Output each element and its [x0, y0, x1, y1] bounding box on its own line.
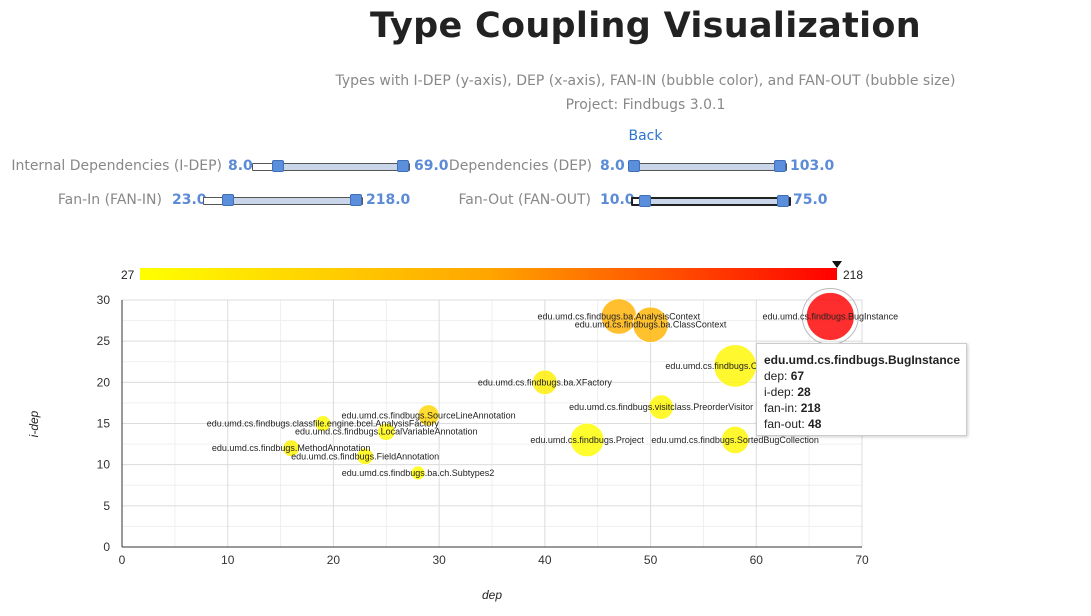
- bubble[interactable]: [648, 394, 674, 420]
- bubble-label: edu.umd.cs.findbugs.classfile.engine.bce…: [207, 419, 440, 429]
- x-tick-label: 10: [221, 553, 235, 567]
- dep-max-value: 103.0: [790, 158, 835, 174]
- tooltip-key: fan-out:: [764, 417, 805, 431]
- fanin-min-handle[interactable]: [221, 194, 234, 206]
- tooltip-row-fanin: fan-in: 218: [764, 400, 966, 416]
- tooltip-row-fanout: fan-out: 48: [764, 416, 966, 432]
- tooltip-value: 218: [800, 401, 821, 415]
- y-tick-label: 5: [103, 499, 110, 513]
- x-tick-label: 20: [327, 553, 341, 567]
- bubble-tooltip: edu.umd.cs.findbugs.BugInstance dep: 67 …: [756, 343, 967, 436]
- idep-min-handle[interactable]: [272, 160, 285, 172]
- x-tick-label: 30: [432, 553, 446, 567]
- tooltip-row-idep: i-dep: 28: [764, 384, 966, 400]
- page-subtitle: Types with I-DEP (y-axis), DEP (x-axis),…: [335, 73, 956, 89]
- color-scale-min-label: 27: [121, 268, 135, 282]
- fanin-max-handle[interactable]: [350, 194, 362, 206]
- x-tick-label: 40: [538, 553, 552, 567]
- bubble-label: edu.umd.cs.findbugs.ba.XFactory: [478, 377, 613, 387]
- dep-min-handle[interactable]: [627, 160, 640, 172]
- color-scale-max-label: 218: [843, 268, 863, 282]
- idep-range-slider[interactable]: [252, 160, 410, 172]
- x-tick-label: 0: [119, 553, 126, 567]
- color-scale-marker-icon: [832, 261, 842, 268]
- idep-filter-label: Internal Dependencies (I-DEP): [11, 158, 222, 174]
- page-title: Type Coupling Visualization: [370, 6, 921, 46]
- dep-selected-range: [633, 164, 786, 170]
- bubble[interactable]: [377, 422, 396, 441]
- dep-max-handle[interactable]: [774, 160, 786, 172]
- bubble-label: edu.umd.cs.findbugs.SourceLineAnnotation: [342, 410, 516, 420]
- idep-selected-range: [278, 164, 409, 170]
- tooltip-key: dep:: [764, 369, 788, 383]
- tooltip-value: 48: [808, 417, 822, 431]
- fanout-range-slider[interactable]: [631, 195, 791, 207]
- x-axis-title: dep: [482, 588, 502, 602]
- bubble-label: edu.umd.cs.findbugs.BugInstance: [762, 311, 898, 321]
- idep-min-value: 8.0: [228, 158, 253, 174]
- bubble-label: edu.umd.cs.findbugs.FieldAnnotation: [291, 451, 439, 461]
- bubble[interactable]: [282, 439, 300, 457]
- bubble[interactable]: [356, 447, 374, 466]
- fanin-range-slider[interactable]: [203, 194, 363, 206]
- bubble-label: edu.umd.cs.findbugs.MethodAnnotation: [212, 443, 371, 453]
- bubble-label: edu.umd.cs.findbugs.OpcodeStack: [665, 361, 805, 371]
- fanin-selected-range: [227, 198, 362, 204]
- color-scale-bar: [140, 268, 837, 280]
- bubble[interactable]: [569, 422, 605, 458]
- tooltip-key: fan-in:: [764, 401, 798, 415]
- dep-min-value: 8.0: [600, 158, 625, 174]
- fanin-max-value: 218.0: [366, 192, 411, 208]
- dep-range-slider[interactable]: [627, 160, 787, 172]
- bubble[interactable]: [805, 292, 855, 341]
- idep-max-handle[interactable]: [397, 160, 409, 172]
- y-tick-label: 30: [97, 293, 111, 307]
- bubble-label: edu.umd.cs.findbugs.ba.AnalysisContext: [538, 311, 701, 321]
- y-tick-label: 0: [103, 540, 110, 554]
- fanin-min-value: 23.0: [172, 192, 207, 208]
- idep-max-value: 69.0: [414, 158, 449, 174]
- x-tick-label: 50: [644, 553, 658, 567]
- x-tick-label: 60: [750, 553, 764, 567]
- y-tick-label: 15: [97, 417, 111, 431]
- tooltip-title: edu.umd.cs.findbugs.BugInstance: [764, 353, 961, 367]
- y-tick-label: 25: [97, 334, 111, 348]
- tooltip-key: i-dep:: [764, 385, 795, 399]
- bubble[interactable]: [417, 404, 440, 427]
- bubble-label: edu.umd.cs.findbugs.ba.ClassContext: [575, 320, 727, 330]
- fanout-filter-label: Fan-Out (FAN-OUT): [458, 192, 592, 208]
- bubble[interactable]: [632, 306, 669, 343]
- x-tick-label: 70: [855, 553, 869, 567]
- y-tick-label: 20: [97, 375, 111, 389]
- bubble[interactable]: [532, 369, 558, 396]
- bubble-label: edu.umd.cs.findbugs.LocalVariableAnnotat…: [295, 427, 477, 437]
- tooltip-value: 28: [797, 385, 811, 399]
- fanout-min-handle[interactable]: [639, 195, 652, 207]
- bubble-label: edu.umd.cs.findbugs.visitclass.PreorderV…: [569, 402, 753, 412]
- bubble-label: edu.umd.cs.findbugs.ba.ch.Subtypes2: [342, 468, 495, 478]
- y-axis-title: i-dep: [27, 410, 41, 437]
- dep-filter-label: Dependencies (DEP): [448, 158, 592, 174]
- fanout-max-value: 75.0: [793, 192, 828, 208]
- bubble[interactable]: [410, 465, 426, 481]
- bubble[interactable]: [314, 415, 332, 432]
- bubble-label: edu.umd.cs.findbugs.Project: [530, 435, 644, 445]
- fanout-selected-range: [645, 199, 789, 204]
- fanin-filter-label: Fan-In (FAN-IN): [57, 192, 162, 208]
- y-tick-label: 10: [97, 458, 111, 472]
- fanout-min-value: 10.0: [600, 192, 635, 208]
- project-label: Project: Findbugs 3.0.1: [565, 97, 726, 113]
- fanout-max-handle[interactable]: [777, 195, 789, 207]
- tooltip-value: 67: [790, 369, 805, 383]
- bubble[interactable]: [721, 425, 750, 455]
- back-link[interactable]: Back: [628, 128, 663, 144]
- tooltip-row-dep: dep: 67: [764, 368, 966, 384]
- bubble-label: edu.umd.cs.findbugs.SortedBugCollection: [651, 435, 819, 445]
